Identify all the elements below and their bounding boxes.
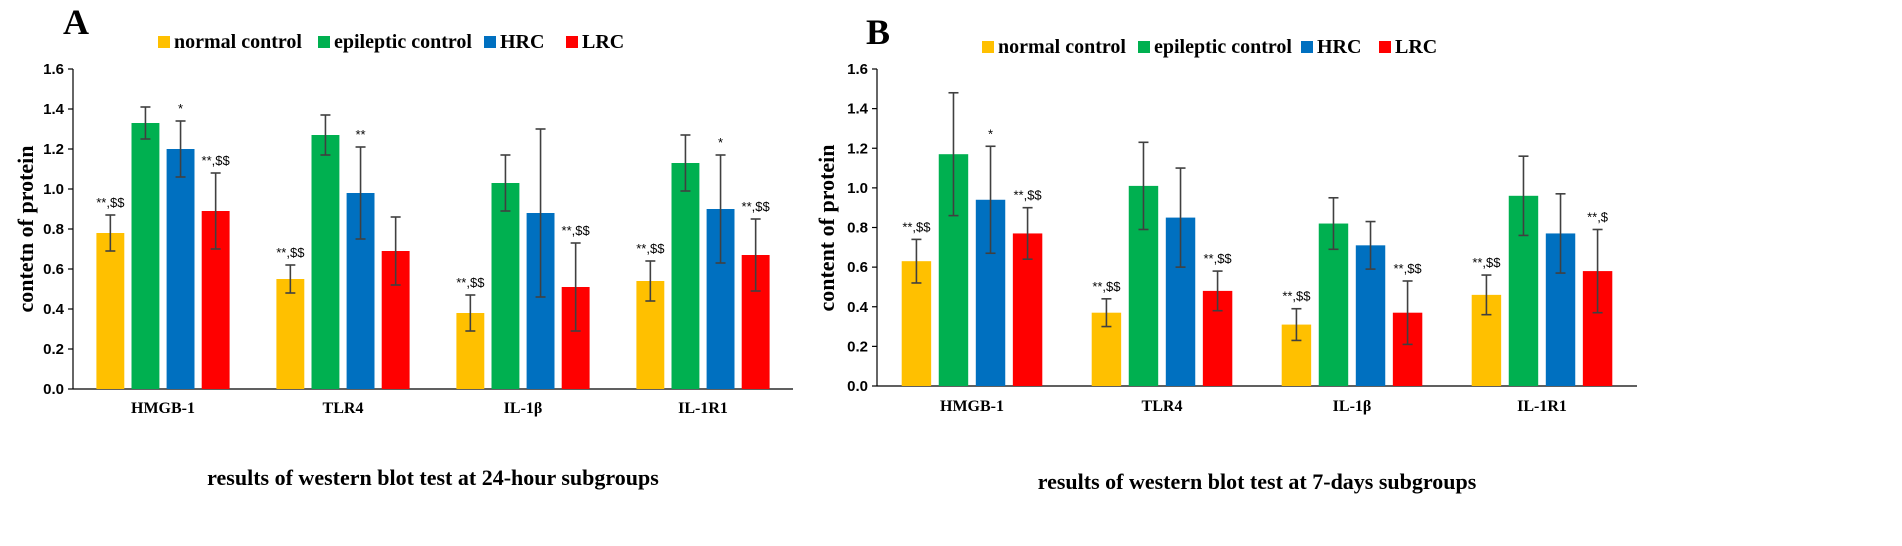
- y-tick-label: 0.6: [43, 261, 64, 278]
- bar: [166, 149, 195, 389]
- y-tick-label: 0.6: [847, 259, 868, 276]
- significance-label: **: [355, 127, 365, 142]
- legend-swatch: [566, 36, 578, 48]
- y-tick-label: 0.2: [43, 341, 64, 358]
- legend-label: epileptic control: [1154, 36, 1292, 58]
- y-tick-label: 1.6: [43, 61, 64, 78]
- significance-label: **,$$: [456, 275, 485, 290]
- y-tick-label: 1.2: [847, 140, 868, 157]
- significance-label: **,$$: [742, 199, 771, 214]
- y-tick-label: 1.4: [43, 101, 65, 118]
- legend-label: HRC: [500, 31, 544, 53]
- legend: normal control epileptic control HRC LRC: [982, 36, 1437, 58]
- x-tick-label: IL-1β: [504, 400, 543, 417]
- significance-label: **,$$: [1203, 251, 1232, 266]
- significance-label: **,$$: [636, 241, 665, 256]
- bar: [671, 163, 700, 389]
- significance-label: **,$$: [276, 245, 305, 260]
- legend-swatch: [318, 36, 330, 48]
- significance-label: **,$$: [1092, 279, 1121, 294]
- bars: **,$$ * **,$$ **,$$ ** **,$$ **,$$ **,$$ * **,$$: [96, 101, 771, 389]
- y-axis: 0.0 0.2 0.4 0.6 0.8 1.0 1.2 1.4 1.6: [847, 61, 878, 395]
- bar: [491, 183, 520, 389]
- panel-letter: A: [63, 2, 89, 42]
- legend-swatch: [1379, 41, 1391, 53]
- legend: normal control epileptic control HRC LRC: [158, 31, 624, 53]
- legend-label: epileptic control: [334, 31, 472, 53]
- y-tick-label: 1.2: [43, 141, 64, 158]
- x-tick-label: TLR4: [1142, 398, 1183, 415]
- y-tick-label: 1.4: [847, 101, 869, 118]
- x-tick-label: HMGB-1: [131, 400, 195, 417]
- legend-swatch: [982, 41, 994, 53]
- significance-label: *: [178, 101, 183, 116]
- x-tick-label: IL-1β: [1333, 398, 1372, 415]
- significance-label: **,$$: [96, 195, 125, 210]
- y-tick-label: 0.8: [847, 220, 868, 237]
- legend-swatch: [1138, 41, 1150, 53]
- legend-label: LRC: [582, 31, 624, 53]
- y-tick-label: 1.0: [847, 180, 868, 197]
- x-tick-label: HMGB-1: [940, 398, 1004, 415]
- legend-label: HRC: [1317, 36, 1361, 58]
- y-tick-label: 0.8: [43, 221, 64, 238]
- bar: [96, 233, 125, 389]
- legend-label: LRC: [1395, 36, 1437, 58]
- bar: [311, 135, 340, 389]
- x-tick-label: IL-1R1: [678, 400, 728, 417]
- x-axis-title: results of western blot test at 24-hour …: [207, 465, 659, 490]
- legend-swatch: [484, 36, 496, 48]
- bar: [276, 279, 305, 389]
- significance-label: **,$$: [202, 153, 231, 168]
- bar: [1318, 223, 1349, 386]
- significance-label: **,$$: [1013, 188, 1042, 203]
- x-tick-label: IL-1R1: [1517, 398, 1567, 415]
- y-axis-title: contetn of protein: [13, 145, 38, 312]
- legend-swatch: [158, 36, 170, 48]
- x-axis-title: results of western blot test at 7-days s…: [1038, 469, 1477, 494]
- significance-label: **,$$: [1472, 255, 1501, 270]
- legend-swatch: [1301, 41, 1313, 53]
- significance-label: **,$$: [1393, 261, 1422, 276]
- y-tick-label: 0.2: [847, 338, 868, 355]
- x-tick-label: TLR4: [323, 400, 364, 417]
- y-tick-label: 0.0: [847, 378, 868, 395]
- y-axis-title: content of protein: [814, 144, 839, 311]
- y-tick-label: 0.4: [43, 301, 65, 318]
- y-tick-label: 0.4: [847, 299, 869, 316]
- y-tick-label: 0.0: [43, 381, 64, 398]
- bar: [131, 123, 160, 389]
- y-tick-label: 1.0: [43, 181, 64, 198]
- significance-label: **,$$: [562, 223, 591, 238]
- significance-label: *: [988, 126, 993, 141]
- y-axis: 0.0 0.2 0.4 0.6 0.8 1.0 1.2 1.4 1.6: [43, 61, 74, 398]
- y-tick-label: 1.6: [847, 61, 868, 78]
- significance-label: *: [718, 135, 723, 150]
- bars: **,$$ * **,$$ **,$$ **,$$ **,$$ **,$$ **,$$ **,$: [901, 91, 1613, 386]
- significance-label: **,$: [1587, 209, 1609, 224]
- legend-label: normal control: [174, 31, 302, 53]
- panel-letter: B: [866, 12, 890, 52]
- significance-label: **,$$: [1282, 289, 1311, 304]
- significance-label: **,$$: [902, 219, 931, 234]
- legend-label: normal control: [998, 36, 1126, 58]
